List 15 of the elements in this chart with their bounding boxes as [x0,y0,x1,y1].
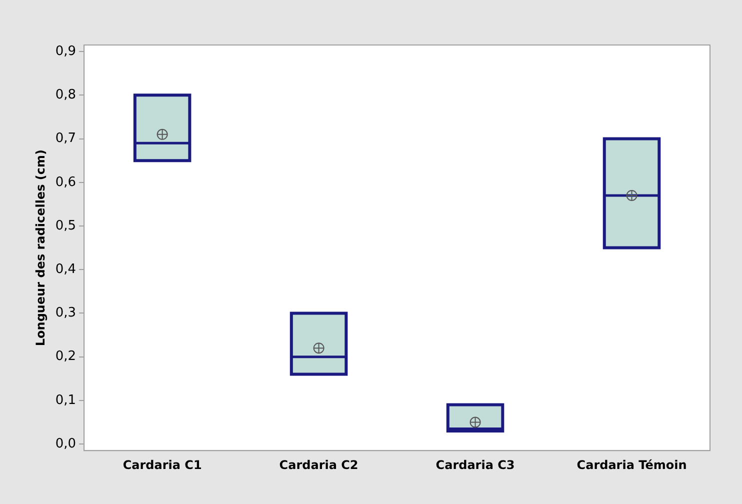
y-tick-label: 0,9 [55,44,76,59]
y-tick-label: 0,8 [55,88,76,103]
y-tick-label: 0,3 [55,306,76,321]
x-tick-label: Cardaria C3 [436,458,515,472]
y-tick-label: 0,1 [55,392,76,408]
y-tick-label: 0,5 [55,218,76,234]
x-tick-label: Cardaria C2 [279,458,358,472]
y-tick-label: 0,2 [55,349,76,364]
x-tick-label: Cardaria C1 [122,458,202,472]
y-tick-label: 0,4 [55,262,76,277]
y-axis-title: Longueur des radicelles (cm) [33,149,48,346]
y-tick-label: 0,7 [55,131,76,146]
y-tick-label: 0,6 [55,174,76,190]
y-tick-label: 0,0 [55,436,76,452]
x-tick-label: Cardaria Témoin [576,458,687,472]
